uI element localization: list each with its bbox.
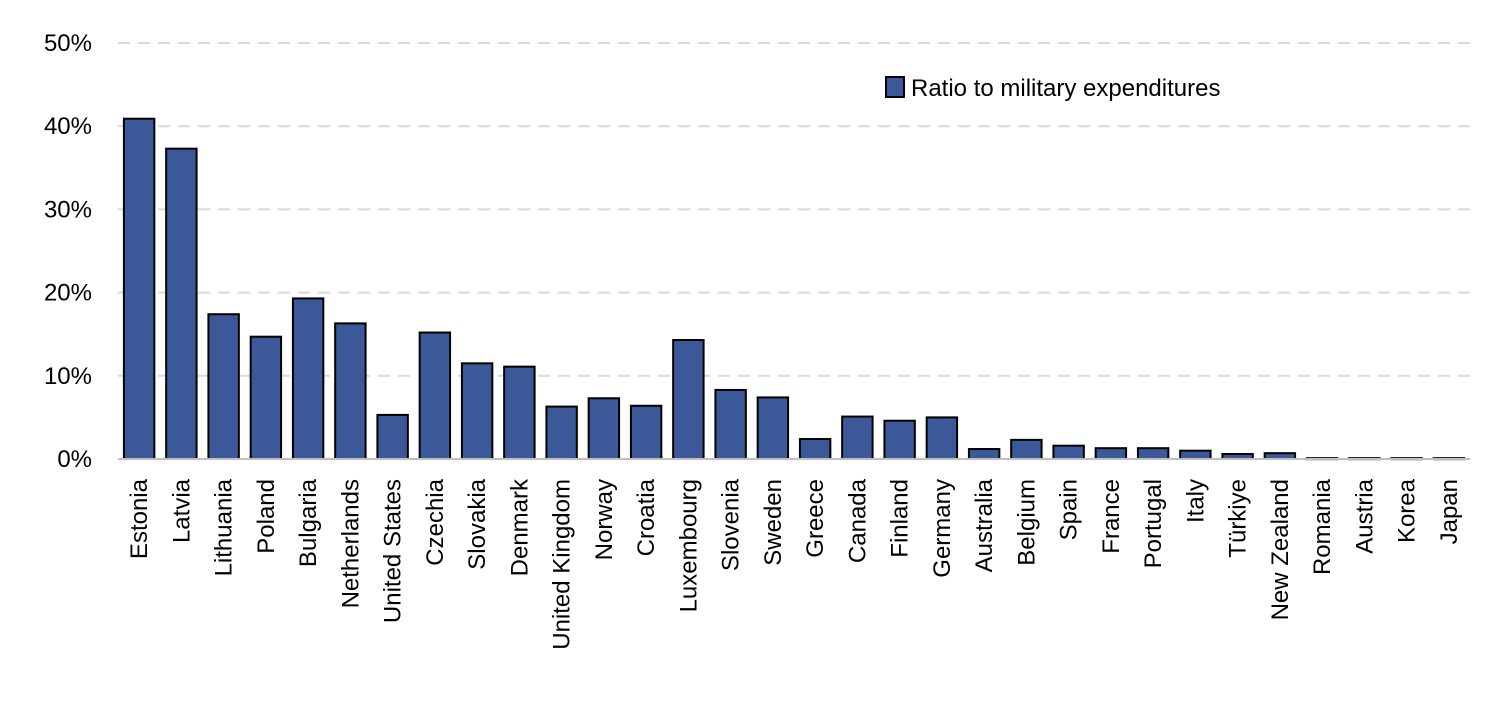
- x-tick-label: Greece: [802, 479, 829, 558]
- x-tick-label: Finland: [887, 479, 914, 558]
- bar: [291, 297, 325, 461]
- x-tick-label: Austria: [1351, 478, 1378, 553]
- x-tick-label: Korea: [1394, 478, 1421, 543]
- x-tick-label: Denmark: [506, 478, 533, 576]
- x-axis-labels: Estonia Latvia Lithuania Poland Bulgaria Neth…: [126, 478, 1463, 650]
- bar: [503, 365, 536, 461]
- legend: Ratio to military expenditures: [885, 75, 1220, 102]
- x-tick-label: Portugal: [1140, 479, 1167, 568]
- bar: [756, 396, 790, 461]
- bar: [334, 322, 367, 460]
- bars: [122, 117, 1466, 461]
- y-axis-ticks: 0% 10% 20% 30% 40% 50%: [44, 30, 92, 473]
- x-tick-label: Slovenia: [718, 478, 745, 571]
- x-tick-label: Luxembourg: [675, 479, 702, 612]
- x-tick-label: France: [1098, 479, 1125, 554]
- y-tick-label: 50%: [44, 30, 92, 57]
- y-tick-label: 10%: [44, 363, 92, 390]
- x-tick-label: Sweden: [760, 479, 787, 566]
- x-tick-label: Australia: [971, 478, 998, 572]
- bar: [672, 339, 705, 460]
- x-tick-label: Spain: [1056, 479, 1083, 540]
- bar: [883, 419, 916, 460]
- x-tick-label: Czechia: [422, 478, 449, 565]
- x-tick-label: New Zealand: [1267, 479, 1294, 620]
- x-tick-label: Norway: [591, 479, 618, 560]
- y-tick-label: 30%: [44, 196, 92, 223]
- bar: [587, 397, 621, 461]
- bar: [122, 117, 156, 460]
- x-tick-label: Estonia: [126, 478, 153, 559]
- x-tick-label: Latvia: [168, 478, 195, 543]
- y-tick-label: 40%: [44, 113, 92, 140]
- x-tick-label: United States: [380, 479, 407, 623]
- bar: [376, 413, 409, 460]
- x-tick-label: Romania: [1309, 478, 1336, 575]
- bar: [418, 331, 452, 461]
- x-tick-label: Canada: [844, 478, 871, 563]
- legend-label: Ratio to military expenditures: [911, 75, 1220, 102]
- y-tick-label: 0%: [57, 446, 92, 473]
- x-tick-label: Bulgaria: [295, 478, 322, 567]
- bar: [1094, 447, 1128, 460]
- x-tick-label: Croatia: [633, 478, 660, 556]
- bar: [545, 405, 578, 461]
- x-tick-label: Germany: [929, 479, 956, 578]
- x-tick-label: Belgium: [1013, 479, 1040, 566]
- bar: [798, 438, 832, 461]
- bar: [1136, 447, 1170, 460]
- x-tick-label: United Kingdom: [549, 479, 576, 650]
- bar: [460, 362, 494, 461]
- bar: [165, 147, 198, 460]
- bar: [841, 415, 874, 460]
- bar: [1179, 449, 1212, 460]
- x-tick-label: Netherlands: [337, 479, 364, 608]
- bar: [967, 448, 1001, 460]
- x-tick-label: Lithuania: [211, 478, 238, 576]
- y-tick-label: 20%: [44, 280, 92, 307]
- bar: [629, 404, 663, 461]
- bar: [925, 416, 959, 460]
- bar: [1010, 438, 1043, 461]
- legend-swatch: [885, 76, 905, 98]
- bar: [249, 335, 283, 461]
- x-tick-label: Slovakia: [464, 478, 491, 569]
- x-tick-label: Italy: [1182, 479, 1209, 523]
- bar: [714, 388, 747, 460]
- x-tick-label: Japan: [1436, 479, 1463, 544]
- bar: [1052, 444, 1085, 460]
- x-tick-label: Poland: [253, 479, 280, 554]
- bar: [207, 313, 240, 460]
- x-tick-label: Türkiye: [1225, 479, 1252, 558]
